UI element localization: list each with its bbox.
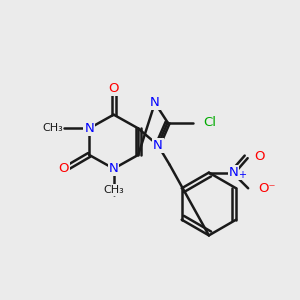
Text: CH₃: CH₃ [103,185,124,195]
Text: O: O [254,150,265,164]
Text: O⁻: O⁻ [258,182,275,195]
Text: N: N [150,96,160,110]
Text: N: N [153,139,163,152]
Text: O: O [58,162,69,175]
Text: N: N [84,122,94,135]
Text: N: N [229,166,238,179]
Text: CH₃: CH₃ [42,123,63,134]
Text: Cl: Cl [203,116,216,129]
Text: +: + [238,170,246,181]
Text: O: O [108,82,119,95]
Text: N: N [109,162,118,175]
